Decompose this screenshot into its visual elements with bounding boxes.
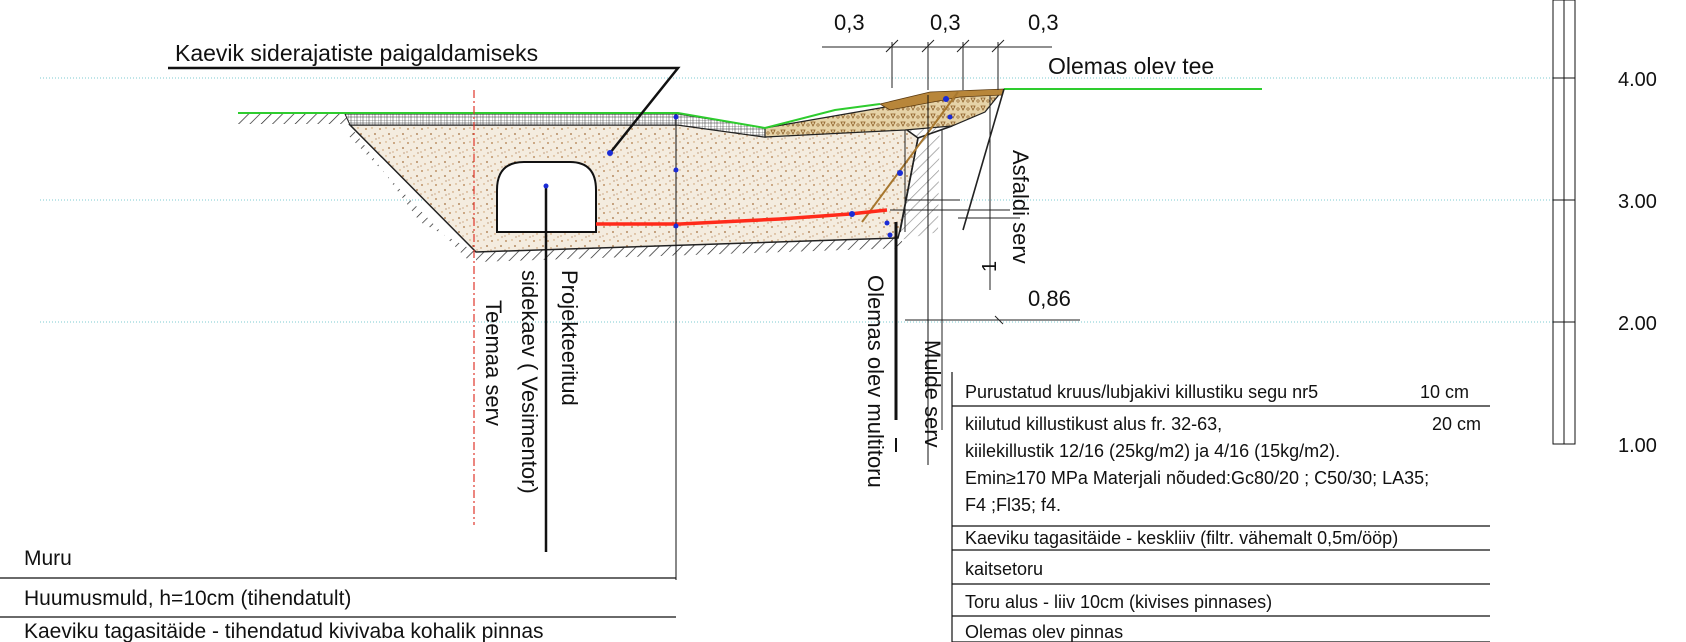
legend-pipe-bedding: Toru alus - liiv 10cm (kivises pinnases) (965, 592, 1272, 612)
embankment-lines (861, 88, 1005, 233)
legend-crushed-gravel: Purustatud kruus/lubjakivi killustiku se… (965, 382, 1318, 402)
existing-road-label: Olemas olev tee (1048, 53, 1214, 79)
legend-topsoil: Huumusmuld, h=10cm (tihendatult) (24, 587, 351, 610)
manhole-point (543, 183, 549, 189)
legend-crushed-gravel-thickness: 10 cm (1420, 382, 1469, 402)
trench-backfill (348, 124, 919, 253)
top-dimension-lines (822, 39, 1052, 90)
survey-points (607, 96, 953, 238)
legend-base-line2: kiilekillustik 12/16 (25kg/m2) ja 4/16 (… (965, 441, 1340, 461)
legend-base-line4: F4 ;Fl35; f4. (965, 495, 1061, 515)
legend-existing-soil: Olemas olev pinnas (965, 622, 1123, 642)
legend-left: Muru Huumusmuld, h=10cm (tihendatult) Ka… (24, 547, 544, 642)
trench-title-label: Kaevik siderajatiste paigaldamiseks (175, 40, 538, 66)
elevation-2: 2.00 (1618, 313, 1657, 335)
asphalt-edge-label: Asfaldi serv (1008, 150, 1033, 264)
legend-base-thickness: 20 cm (1432, 414, 1481, 434)
elevation-3: 3.00 (1618, 191, 1657, 213)
legend-table-lines (0, 372, 1490, 642)
road-base-layer (764, 90, 1004, 138)
existing-multiduct-label: Olemas olev multitoru (863, 275, 888, 488)
dim-width-1: 0,3 (834, 10, 865, 35)
grass-surface (238, 103, 881, 130)
legend-right: Purustatud kruus/lubjakivi killustiku se… (965, 382, 1481, 642)
cable-route (596, 208, 888, 226)
dim-slope: 1 (979, 261, 1001, 272)
dim-width-2: 0,3 (930, 10, 961, 35)
legend-base-line3: Emin≥170 MPa Materjali nõuded:Gc80/20 ; … (965, 468, 1429, 488)
legend-backfill-local: Kaeviku tagasitäide - tihendatud kivivab… (24, 620, 544, 642)
legend-base-line1: kiilutud killustikust alus fr. 32-63, (965, 414, 1222, 434)
elevation-guides (40, 77, 1555, 323)
elevation-4: 4.00 (1618, 69, 1657, 91)
dim-offset: 0,86 (1028, 286, 1071, 311)
elevation-scale-bar (1552, 0, 1576, 445)
elevation-scale: 4.00 3.00 2.00 1.00 (1618, 69, 1657, 457)
dim-width-3: 0,3 (1028, 10, 1059, 35)
legend-grass: Muru (24, 547, 72, 570)
legend-backfill-sand: Kaeviku tagasitäide - keskliiv (filtr. v… (965, 528, 1398, 548)
side-dimension-lines (890, 96, 1080, 430)
elevation-1: 1.00 (1618, 435, 1657, 457)
projected-duct-label-2: sidekaev ( Vesimentor) (517, 270, 542, 494)
embankment-edge-label: Mulde serv (920, 340, 945, 448)
projected-duct-label-1: Projekteeritud (557, 270, 582, 406)
legend-protective-pipe: kaitsetoru (965, 559, 1043, 579)
road-land-edge-label: Teemaa serv (481, 300, 506, 426)
leader-lines (168, 66, 929, 580)
